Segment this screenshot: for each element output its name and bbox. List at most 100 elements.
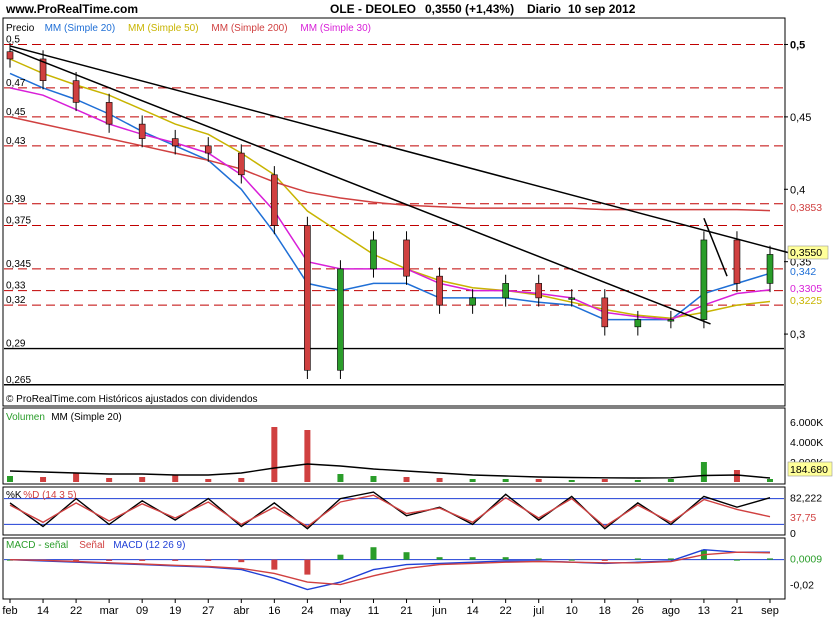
x-axis-label: 09 [136, 605, 148, 617]
macd-line [9, 551, 771, 586]
volume-bar [139, 477, 146, 482]
volume-bar [271, 427, 278, 482]
macd-histogram-bar [172, 559, 179, 561]
stoch-axis-label: 0 [790, 528, 796, 540]
moving-average-line [9, 116, 771, 212]
macd-histogram-bar [271, 559, 278, 570]
volume-legend-item: MM (Simple 20) [51, 412, 122, 423]
x-axis-label: 22 [70, 605, 82, 617]
x-axis-label: 21 [400, 605, 412, 617]
volume-bar [601, 479, 608, 482]
candle-body [72, 80, 80, 103]
volume-bar [40, 477, 47, 482]
volume-average-line [9, 463, 771, 479]
moving-average-line [9, 72, 771, 321]
volume-axis-label: 4.000K [790, 437, 823, 449]
x-axis-label: sep [761, 605, 779, 617]
price-axis-label: 0,45 [790, 112, 811, 124]
stoch-legend-item: %K [6, 490, 22, 501]
price-legend-item: MM (Simple 20) [45, 23, 116, 34]
x-axis-label: 22 [500, 605, 512, 617]
macd-histogram-bar [304, 559, 311, 575]
candle-body [39, 58, 47, 81]
price-legend-item: MM (Simple 200) [211, 23, 287, 34]
candle-body [370, 239, 377, 270]
x-axis-label: 19 [169, 605, 181, 617]
volume-bar [337, 474, 344, 482]
volume-bar [205, 479, 212, 482]
macd-histogram-bar [667, 558, 674, 560]
last-price-badge [787, 245, 829, 260]
x-axis-label: jul [532, 605, 544, 617]
candle-body [271, 174, 278, 226]
candle-body [568, 297, 576, 300]
candle-body [6, 51, 14, 60]
macd-histogram-bar [535, 558, 542, 560]
x-axis-label: may [330, 605, 351, 617]
macd-histogram-bar [469, 557, 476, 560]
macd-legend-item: MACD (12 26 9) [113, 540, 185, 551]
price-legend-item: MM (Simple 50) [128, 23, 199, 34]
macd-histogram-bar [370, 547, 377, 560]
price-level-label: 0,29 [6, 339, 26, 350]
volume-bar [535, 479, 542, 482]
volume-badge-bg [787, 461, 833, 477]
x-axis-label: 21 [731, 605, 743, 617]
price-axis-label: 0,3 [790, 329, 805, 341]
trend-line [703, 217, 728, 277]
candle-body [204, 145, 212, 154]
volume-bar [667, 479, 674, 482]
price-legend-item: Precio [6, 23, 35, 34]
price-footer: © ProRealTime.com Históricos ajustados c… [6, 394, 258, 405]
trend-line [9, 45, 791, 254]
candle-body [436, 275, 443, 306]
x-axis-label: 16 [268, 605, 280, 617]
macd-axis-label: 0,0009 [790, 554, 822, 566]
x-axis-label: 14 [466, 605, 478, 617]
x-axis-label: 24 [301, 605, 313, 617]
candle-body [502, 283, 509, 299]
indicator-value-badge: 0,3305 [790, 283, 822, 295]
volume-bar [238, 478, 245, 482]
volume-bar [469, 479, 476, 482]
macd-legend-item: Señal [79, 540, 105, 551]
price-level-label: 0,33 [6, 281, 26, 292]
price-level-label: 0,47 [6, 78, 26, 89]
period-label: Diario [527, 2, 561, 16]
volume-bar [700, 462, 707, 482]
x-axis-label: mar [100, 605, 119, 617]
last-price: 0,3550 (+1,43%) [425, 2, 514, 16]
x-axis-label: ago [662, 605, 680, 617]
macd-histogram-bar [767, 558, 773, 560]
candle-body [469, 297, 476, 306]
macd-histogram-bar [139, 559, 146, 561]
macd-histogram-bar [73, 559, 80, 561]
price-axis-label: 0,4 [790, 184, 805, 196]
price-axis-label: 0,5 [790, 39, 805, 51]
volume-bar [733, 470, 740, 482]
candle-body [601, 297, 609, 328]
stoch-line [9, 494, 771, 528]
candle-body [535, 283, 542, 299]
price-level-label: 0,32 [6, 295, 26, 306]
candle-body [667, 319, 675, 322]
x-axis-label: 27 [202, 605, 214, 617]
macd-histogram-bar [568, 559, 575, 561]
x-axis-label: abr [233, 605, 249, 617]
macd-histogram-bar [337, 554, 344, 560]
candle-body [403, 239, 410, 277]
x-axis-label: 10 [566, 605, 578, 617]
site-name[interactable]: www.ProRealTime.com [5, 2, 138, 16]
price-level-label: 0,5 [6, 34, 20, 45]
trend-line [9, 48, 711, 325]
indicator-value-badge: 0,3225 [790, 295, 822, 307]
macd-axis-label: -0,02 [790, 580, 814, 592]
candle-body [238, 152, 245, 176]
volume-panel-frame [2, 407, 786, 485]
stoch-panel-frame [2, 486, 786, 536]
stoch-axis-label: 82,222 [790, 493, 822, 505]
moving-average-line [9, 87, 771, 321]
symbol-name: OLE - DEOLEO [330, 2, 416, 16]
price-legend-item: MM (Simple 30) [300, 23, 371, 34]
